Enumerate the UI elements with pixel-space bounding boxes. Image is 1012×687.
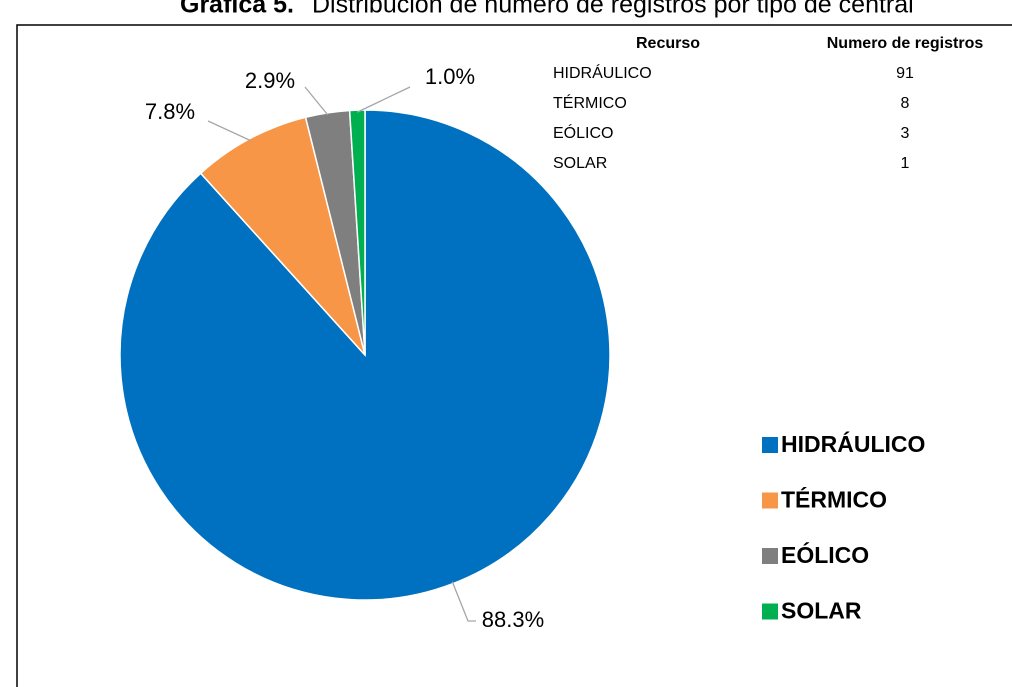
table-header: Recurso <box>636 35 700 52</box>
table-cell: TÉRMICO <box>553 93 627 112</box>
table-cell: 1 <box>901 155 910 172</box>
leader-line <box>304 86 329 116</box>
legend-label: EÓLICO <box>781 541 869 568</box>
table-cell: 8 <box>901 95 910 112</box>
data-label: 88.3% <box>482 607 544 632</box>
data-table-bg <box>548 28 1012 178</box>
table-header: Numero de registros <box>827 35 984 52</box>
data-label: 7.8% <box>145 99 195 124</box>
chart-title: Distribución de número de registros por … <box>312 0 914 19</box>
legend-swatch <box>762 603 778 620</box>
chart-title-label: Gráfica 5. <box>180 0 294 19</box>
legend-swatch <box>762 492 778 509</box>
pie-slice <box>199 116 366 356</box>
data-label: 1.0% <box>425 64 475 89</box>
leader-line <box>451 581 476 622</box>
table-cell: HIDRÁULICO <box>553 63 652 82</box>
legend-swatch <box>762 548 778 564</box>
table-cell: SOLAR <box>553 155 607 172</box>
leader-line <box>357 86 411 113</box>
legend-label: TÉRMICO <box>781 486 887 513</box>
legend-swatch <box>762 437 778 453</box>
leader-line <box>207 120 251 142</box>
pie-slice <box>348 109 366 356</box>
table-cell: EÓLICO <box>553 123 613 142</box>
data-label: 2.9% <box>245 68 295 93</box>
legend-label: HIDRÁULICO <box>781 430 925 457</box>
table-cell: 91 <box>896 65 914 82</box>
table-cell: 3 <box>901 125 910 142</box>
legend-label: SOLAR <box>781 598 862 624</box>
